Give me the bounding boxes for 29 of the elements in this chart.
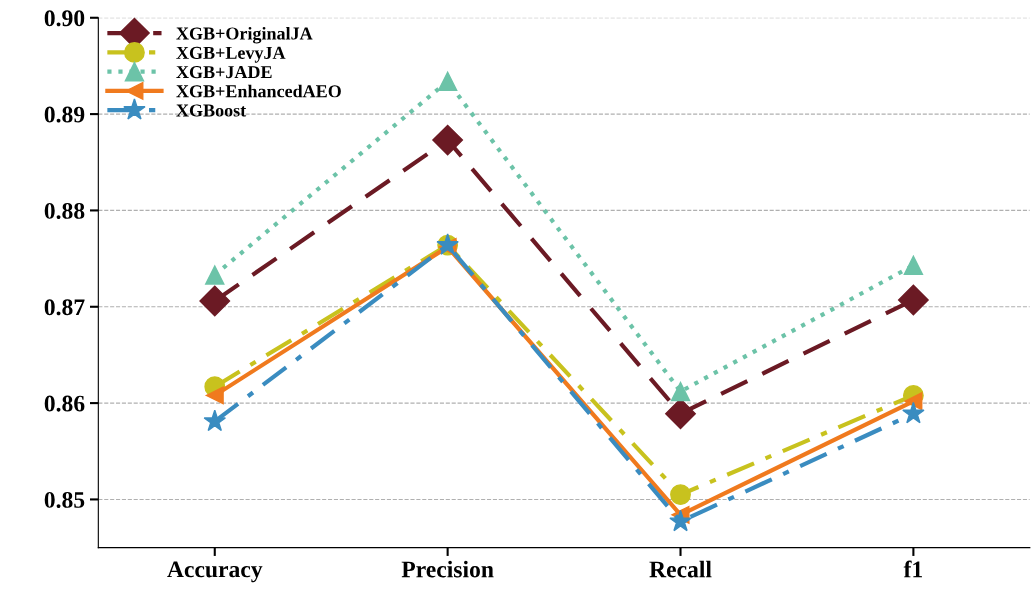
point <box>670 381 691 402</box>
y-tick-label: 0.87 <box>44 299 85 316</box>
y-tick-label: 0.88 <box>44 202 85 219</box>
point <box>669 509 692 532</box>
point <box>437 71 458 92</box>
point <box>432 124 464 156</box>
x-tick-label: Accuracy <box>167 561 263 583</box>
point <box>897 284 929 316</box>
point <box>205 386 224 405</box>
y-tick-label: 0.85 <box>44 491 85 508</box>
point <box>205 265 225 285</box>
point <box>670 484 691 506</box>
point <box>665 398 696 430</box>
point <box>199 285 231 317</box>
y-tick-label: 0.90 <box>44 10 85 27</box>
y-tick-label: 0.89 <box>44 106 85 123</box>
point <box>903 255 924 276</box>
point <box>203 409 227 432</box>
point <box>902 401 925 424</box>
point <box>904 392 923 411</box>
legend-label: XGB+LevyJA <box>176 46 286 63</box>
x-tick-label: Recall <box>649 560 712 578</box>
y-tick-label: 0.86 <box>44 395 85 412</box>
x-tick-label: f1 <box>903 560 922 578</box>
legend-label: XGB+JADE <box>176 66 272 79</box>
x-tick-label: Precision <box>401 560 494 578</box>
legend-label: XGBoost <box>176 104 247 117</box>
legend-label: XGB+OriginalJA <box>176 26 313 44</box>
legend-label: XGB+EnhancedAEO <box>176 84 341 98</box>
